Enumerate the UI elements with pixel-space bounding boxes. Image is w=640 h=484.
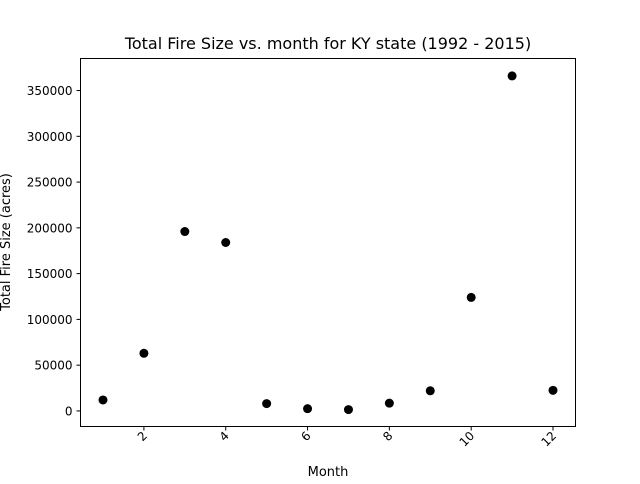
y-tick-label: 0: [65, 404, 73, 418]
data-point: [262, 399, 272, 409]
data-point: [425, 386, 435, 396]
x-axis-label: Month: [308, 465, 349, 480]
data-point: [343, 405, 353, 415]
data-point: [180, 227, 190, 237]
data-point: [139, 348, 149, 358]
y-tick-label: 300000: [27, 130, 73, 144]
data-point: [221, 238, 231, 247]
y-tick-label: 250000: [27, 176, 73, 190]
y-tick-label: 50000: [34, 359, 72, 373]
data-point: [98, 395, 108, 405]
data-point: [466, 292, 476, 302]
data-point: [303, 404, 313, 414]
y-axis-ticks: 0 50000 100000 150000 200000 250000 300000 3500…: [27, 84, 81, 418]
y-tick-label: 200000: [27, 221, 73, 235]
chart-title: Total Fire Size vs. month for KY state (…: [124, 34, 531, 53]
data-point: [384, 398, 394, 408]
data-point: [548, 385, 558, 395]
y-tick-label: 150000: [27, 267, 73, 281]
y-tick-label: 350000: [27, 84, 73, 98]
data-point: [507, 71, 517, 81]
data-points: [98, 71, 558, 415]
plot-area-frame: [80, 58, 576, 427]
y-axis-label: Total Fire Size (acres): [0, 173, 14, 312]
y-tick-label: 100000: [27, 313, 73, 327]
